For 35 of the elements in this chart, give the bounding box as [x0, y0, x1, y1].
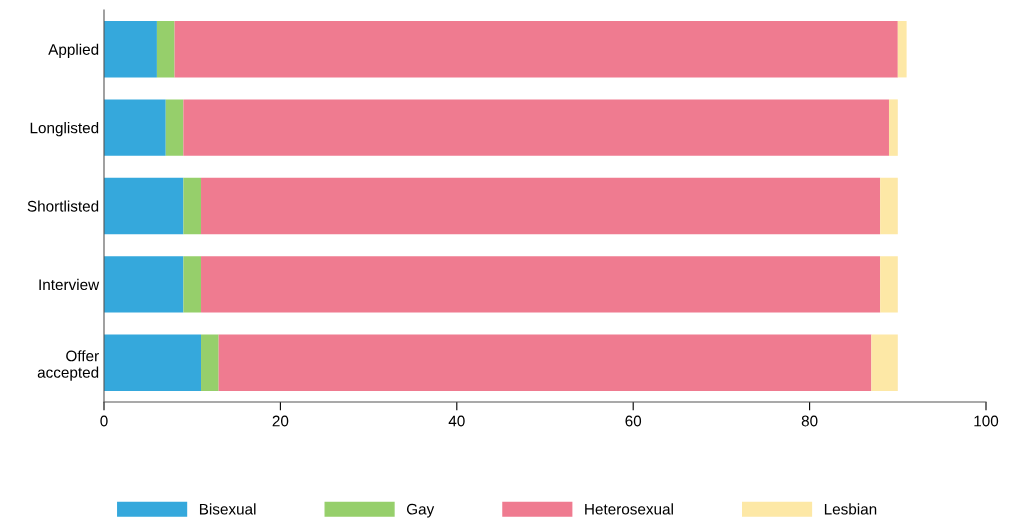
- bar: [880, 177, 898, 235]
- bar: [104, 256, 184, 313]
- bar: [104, 20, 157, 78]
- bar: [871, 334, 898, 392]
- bar: [104, 99, 166, 156]
- x-tick-label: 20: [272, 415, 289, 427]
- y-tick-label: Longlisted: [30, 122, 99, 137]
- x-tick-label: 100: [974, 415, 999, 427]
- legend-label: Gay: [406, 503, 435, 518]
- bar: [201, 334, 219, 392]
- y-tick-label: Interview: [39, 278, 100, 291]
- bar: [156, 20, 175, 78]
- legend-label: Lesbian: [824, 503, 877, 515]
- bar: [183, 177, 202, 235]
- bar: [201, 256, 881, 313]
- x-tick-label: 40: [448, 415, 465, 427]
- y-tick-label: Applied: [48, 43, 99, 58]
- bar: [165, 99, 184, 156]
- bar: [880, 256, 898, 313]
- legend-label: Heterosexual: [585, 503, 673, 515]
- x-tick-label: 80: [801, 415, 818, 427]
- bar: [104, 334, 202, 392]
- bar: [183, 256, 202, 313]
- x-tick-label: 0: [100, 415, 108, 427]
- bar: [201, 177, 881, 235]
- bar: [104, 177, 184, 235]
- bar: [888, 99, 898, 156]
- legend-label: Bisexual: [199, 503, 256, 515]
- y-tick-label: Shortlisted: [27, 200, 99, 212]
- bar: [897, 20, 907, 78]
- y-tick-label: Offer accepted: [37, 350, 99, 381]
- bar: [174, 20, 898, 78]
- bar: [218, 334, 872, 392]
- x-tick-label: 60: [625, 415, 642, 427]
- bar: [183, 99, 889, 156]
